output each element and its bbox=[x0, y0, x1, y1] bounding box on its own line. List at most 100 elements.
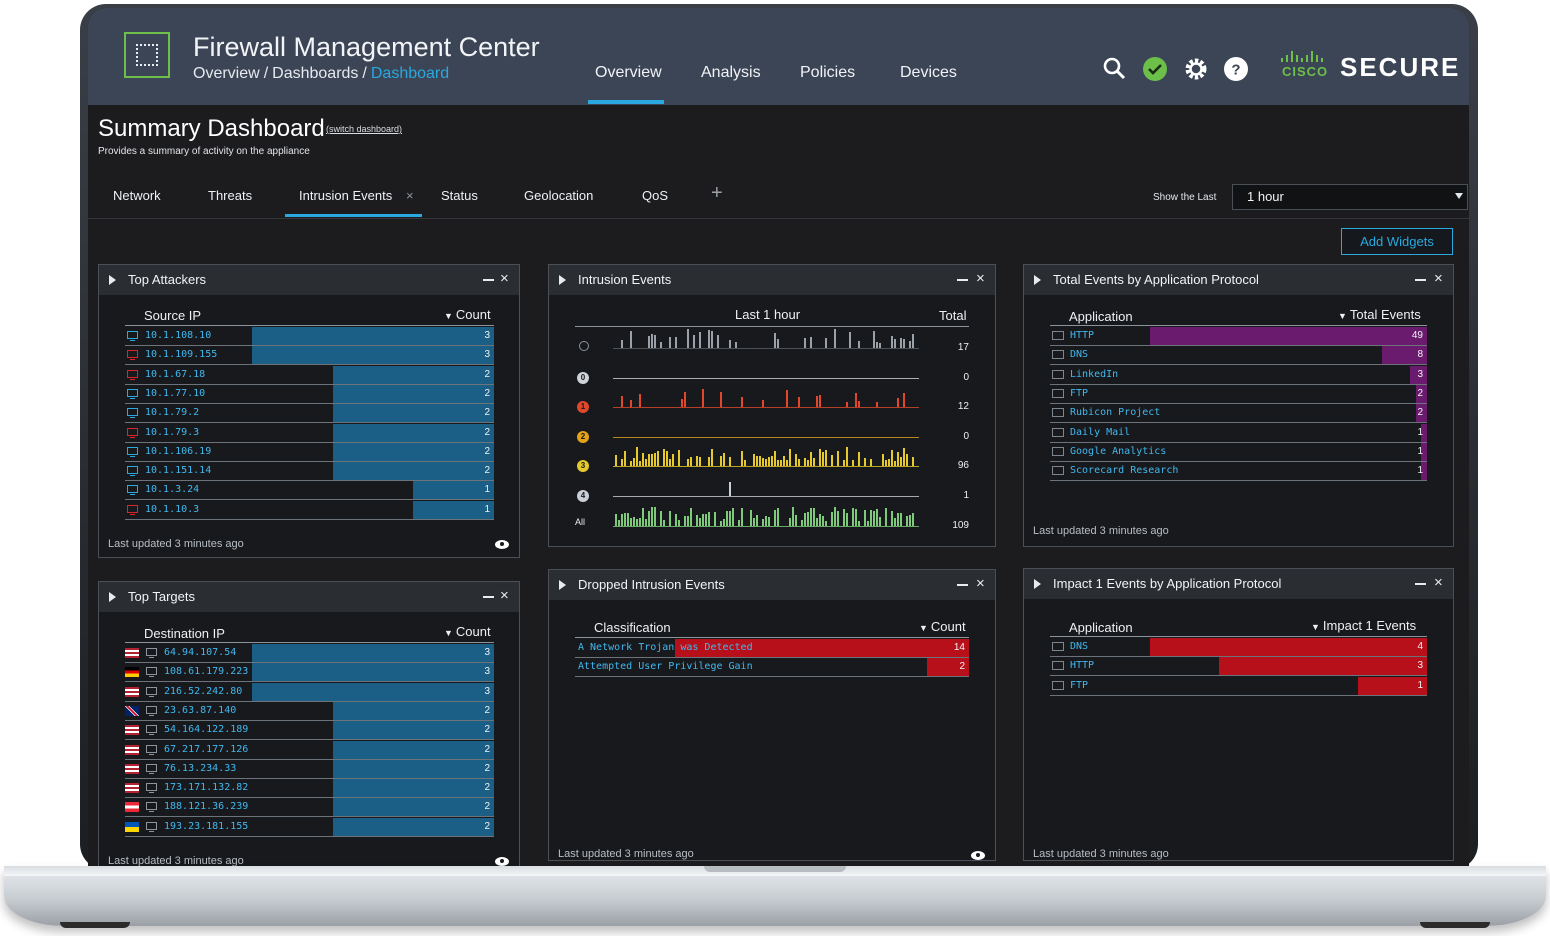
table-row[interactable]: DNS 4 bbox=[1050, 638, 1427, 657]
table-row[interactable]: 10.1.108.10 3 bbox=[125, 327, 494, 346]
add-widgets-button[interactable]: Add Widgets bbox=[1341, 228, 1453, 255]
table-row[interactable]: A Network Trojan was Detected 14 bbox=[575, 639, 969, 658]
close-icon[interactable]: × bbox=[976, 270, 985, 287]
source-ip-link[interactable]: 10.1.151.14 bbox=[145, 465, 212, 477]
table-row[interactable]: 10.1.106.19 2 bbox=[125, 442, 494, 462]
table-row[interactable]: 10.1.109.155 3 bbox=[125, 346, 494, 366]
close-icon[interactable]: × bbox=[500, 587, 509, 604]
expand-icon[interactable] bbox=[109, 275, 116, 285]
classification-link[interactable]: A Network Trojan was Detected bbox=[578, 642, 753, 653]
destination-ip-link[interactable]: 54.164.122.189 bbox=[164, 724, 249, 736]
widget-header[interactable]: Impact 1 Events by Application Protocol … bbox=[1024, 569, 1453, 599]
widget-header[interactable]: Total Events by Application Protocol × bbox=[1024, 265, 1453, 295]
application-link[interactable]: Google Analytics bbox=[1070, 445, 1167, 457]
expand-icon[interactable] bbox=[559, 275, 566, 285]
source-ip-link[interactable]: 10.1.79.3 bbox=[145, 426, 200, 438]
application-link[interactable]: FTP bbox=[1070, 679, 1089, 691]
table-row[interactable]: 23.63.87.140 2 bbox=[125, 701, 494, 721]
nav-policies[interactable]: Policies bbox=[800, 64, 856, 81]
widget-header[interactable]: Dropped Intrusion Events × bbox=[549, 570, 995, 600]
application-link[interactable]: Scorecard Research bbox=[1070, 465, 1179, 477]
application-link[interactable]: DNS bbox=[1070, 349, 1089, 361]
application-link[interactable]: DNS bbox=[1070, 641, 1089, 652]
source-ip-link[interactable]: 10.1.3.24 bbox=[145, 484, 200, 496]
destination-ip-link[interactable]: 193.23.181.155 bbox=[164, 820, 249, 832]
destination-ip-link[interactable]: 173.171.132.82 bbox=[164, 782, 249, 794]
table-row[interactable]: HTTP 49 bbox=[1050, 327, 1427, 346]
table-row[interactable]: 10.1.151.14 2 bbox=[125, 462, 494, 482]
destination-ip-link[interactable]: 23.63.87.140 bbox=[164, 704, 237, 716]
nav-analysis[interactable]: Analysis bbox=[701, 64, 761, 81]
search-icon[interactable] bbox=[1101, 55, 1129, 83]
table-row[interactable]: 108.61.179.223 3 bbox=[125, 663, 494, 683]
application-link[interactable]: LinkedIn bbox=[1070, 368, 1119, 380]
source-ip-link[interactable]: 10.1.77.10 bbox=[145, 387, 206, 399]
view-eye-icon[interactable] bbox=[495, 540, 509, 549]
destination-ip-link[interactable]: 188.121.36.239 bbox=[164, 801, 249, 813]
table-row[interactable]: 188.121.36.239 2 bbox=[125, 798, 494, 818]
application-link[interactable]: Daily Mail bbox=[1070, 426, 1131, 438]
expand-icon[interactable] bbox=[559, 580, 566, 590]
table-row[interactable]: 10.1.77.10 2 bbox=[125, 384, 494, 404]
destination-ip-link[interactable]: 108.61.179.223 bbox=[164, 666, 249, 678]
table-row[interactable]: 64.94.107.54 3 bbox=[125, 644, 494, 663]
close-icon[interactable]: × bbox=[1434, 270, 1443, 287]
breadcrumb-dashboard[interactable]: Dashboard bbox=[370, 65, 450, 82]
add-tab-button[interactable]: + bbox=[711, 182, 723, 204]
breadcrumb-overview[interactable]: Overview bbox=[193, 65, 260, 82]
view-eye-icon[interactable] bbox=[495, 857, 509, 866]
table-row[interactable]: 76.13.234.33 2 bbox=[125, 759, 494, 779]
expand-icon[interactable] bbox=[109, 592, 116, 602]
table-row[interactable]: 67.217.177.126 2 bbox=[125, 740, 494, 760]
nav-devices[interactable]: Devices bbox=[900, 64, 957, 81]
destination-ip-link[interactable]: 76.13.234.33 bbox=[164, 762, 237, 774]
table-row[interactable]: 10.1.10.3 1 bbox=[125, 500, 494, 520]
gear-icon[interactable] bbox=[1182, 55, 1210, 83]
breadcrumb-dashboards[interactable]: Dashboards bbox=[272, 65, 359, 82]
nav-overview[interactable]: Overview bbox=[595, 64, 662, 81]
minimize-icon[interactable] bbox=[483, 279, 494, 281]
close-icon[interactable]: × bbox=[976, 575, 985, 592]
table-row[interactable]: 173.171.132.82 2 bbox=[125, 779, 494, 799]
destination-ip-link[interactable]: 216.52.242.80 bbox=[164, 685, 243, 697]
status-ok-icon[interactable] bbox=[1141, 55, 1169, 83]
minimize-icon[interactable] bbox=[957, 279, 968, 281]
table-row[interactable]: FTP 1 bbox=[1050, 676, 1427, 696]
table-row[interactable]: LinkedIn 3 bbox=[1050, 365, 1427, 385]
col-count[interactable]: ▼ Count bbox=[919, 619, 966, 634]
source-ip-link[interactable]: 10.1.108.10 bbox=[145, 330, 212, 341]
expand-icon[interactable] bbox=[1034, 275, 1041, 285]
tab-geolocation[interactable]: Geolocation bbox=[524, 188, 594, 203]
col-count[interactable]: ▼ Count bbox=[444, 624, 491, 639]
table-row[interactable]: 216.52.242.80 3 bbox=[125, 682, 494, 702]
source-ip-link[interactable]: 10.1.106.19 bbox=[145, 445, 212, 457]
table-row[interactable]: Scorecard Research 1 bbox=[1050, 462, 1427, 482]
col-total-events[interactable]: ▼ Total Events bbox=[1338, 307, 1421, 322]
table-row[interactable]: Daily Mail 1 bbox=[1050, 423, 1427, 443]
table-row[interactable]: 10.1.3.24 1 bbox=[125, 481, 494, 501]
tab-status[interactable]: Status bbox=[441, 188, 478, 203]
table-row[interactable]: 10.1.67.18 2 bbox=[125, 365, 494, 385]
table-row[interactable]: Rubicon Project 2 bbox=[1050, 404, 1427, 424]
table-row[interactable]: 10.1.79.2 2 bbox=[125, 404, 494, 424]
switch-dashboard-link[interactable]: (switch dashboard) bbox=[326, 124, 403, 134]
table-row[interactable]: FTP 2 bbox=[1050, 384, 1427, 404]
table-row[interactable]: HTTP 3 bbox=[1050, 657, 1427, 677]
source-ip-link[interactable]: 10.1.10.3 bbox=[145, 503, 200, 515]
table-row[interactable]: DNS 8 bbox=[1050, 346, 1427, 366]
tab-threats[interactable]: Threats bbox=[208, 188, 253, 203]
widget-header[interactable]: Top Targets × bbox=[99, 582, 519, 612]
tab-intrusion-events[interactable]: Intrusion Events bbox=[299, 188, 393, 203]
table-row[interactable]: 54.164.122.189 2 bbox=[125, 721, 494, 741]
classification-link[interactable]: Attempted User Privilege Gain bbox=[578, 661, 753, 673]
minimize-icon[interactable] bbox=[483, 596, 494, 598]
tab-qos[interactable]: QoS bbox=[642, 188, 669, 203]
destination-ip-link[interactable]: 64.94.107.54 bbox=[164, 647, 237, 658]
tab-close-icon[interactable]: × bbox=[406, 188, 414, 203]
source-ip-link[interactable]: 10.1.79.2 bbox=[145, 407, 200, 419]
time-range-select[interactable]: 1 hour bbox=[1232, 184, 1468, 210]
application-link[interactable]: Rubicon Project bbox=[1070, 407, 1161, 419]
minimize-icon[interactable] bbox=[957, 584, 968, 586]
close-icon[interactable]: × bbox=[500, 270, 509, 287]
col-impact1-events[interactable]: ▼ Impact 1 Events bbox=[1311, 618, 1417, 633]
